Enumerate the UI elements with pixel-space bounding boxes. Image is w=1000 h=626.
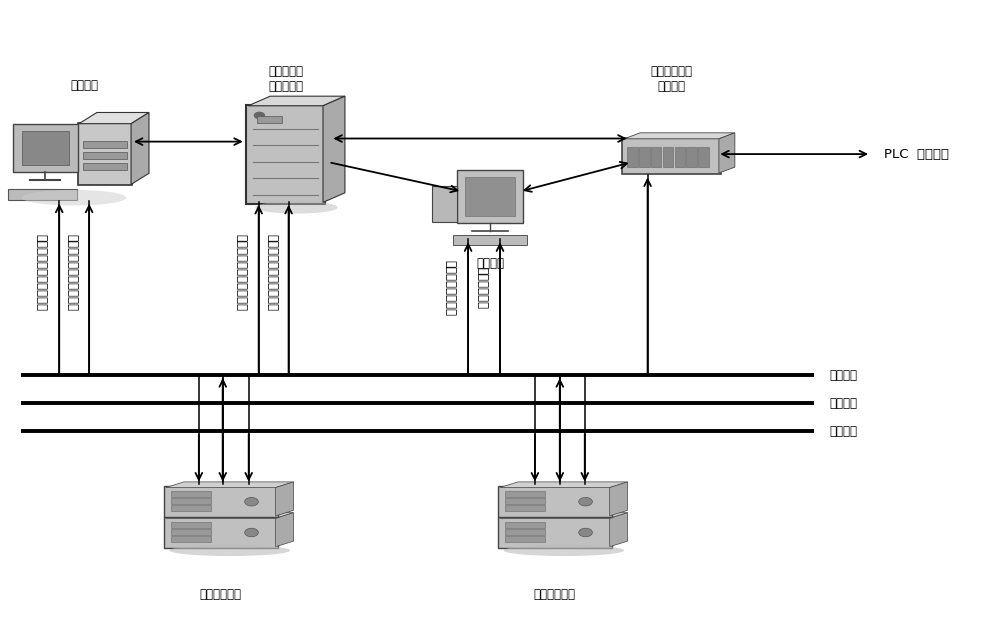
Text: 控制主站: 控制主站 <box>476 257 504 270</box>
FancyBboxPatch shape <box>639 146 650 167</box>
FancyBboxPatch shape <box>164 486 278 517</box>
Text: 背面检测从站: 背面检测从站 <box>534 588 576 601</box>
FancyBboxPatch shape <box>22 131 69 165</box>
FancyBboxPatch shape <box>83 163 127 170</box>
FancyBboxPatch shape <box>498 486 612 517</box>
Text: 信号同步控制
处理单元: 信号同步控制 处理单元 <box>651 65 693 93</box>
Ellipse shape <box>255 201 338 213</box>
FancyBboxPatch shape <box>83 151 127 159</box>
Text: 影像图像检测信息: 影像图像检测信息 <box>444 260 457 316</box>
FancyBboxPatch shape <box>257 116 282 123</box>
FancyBboxPatch shape <box>698 146 709 167</box>
Circle shape <box>254 112 264 118</box>
FancyBboxPatch shape <box>505 521 545 528</box>
Polygon shape <box>500 482 628 488</box>
FancyBboxPatch shape <box>164 517 278 548</box>
Text: 影像图像检测信息第二路: 影像图像检测信息第二路 <box>66 234 79 311</box>
Text: 号令信息传输: 号令信息传输 <box>476 267 489 309</box>
Circle shape <box>245 498 258 506</box>
FancyBboxPatch shape <box>686 146 697 167</box>
FancyBboxPatch shape <box>83 141 127 148</box>
Text: 显示主站: 显示主站 <box>70 79 98 92</box>
FancyBboxPatch shape <box>465 177 515 217</box>
FancyBboxPatch shape <box>453 235 527 245</box>
Polygon shape <box>323 96 345 202</box>
Text: 影像图像检测信息第一路: 影像图像检测信息第一路 <box>35 234 48 311</box>
Polygon shape <box>276 482 294 516</box>
Polygon shape <box>131 113 149 185</box>
Ellipse shape <box>503 545 624 556</box>
Polygon shape <box>166 513 294 518</box>
Text: 千兆网络: 千兆网络 <box>829 369 857 382</box>
FancyBboxPatch shape <box>171 529 211 535</box>
FancyBboxPatch shape <box>171 505 211 511</box>
Polygon shape <box>624 133 735 139</box>
FancyBboxPatch shape <box>498 517 612 548</box>
FancyBboxPatch shape <box>663 146 673 167</box>
FancyBboxPatch shape <box>505 536 545 542</box>
FancyBboxPatch shape <box>171 521 211 528</box>
Ellipse shape <box>169 545 290 556</box>
Polygon shape <box>248 96 345 106</box>
Text: 现场总线: 现场总线 <box>829 425 857 438</box>
FancyBboxPatch shape <box>627 146 638 167</box>
FancyBboxPatch shape <box>505 498 545 505</box>
FancyBboxPatch shape <box>8 189 77 200</box>
Text: 影像图像检测信息第二路: 影像图像检测信息第二路 <box>265 234 278 311</box>
FancyBboxPatch shape <box>171 491 211 497</box>
Text: 正面检测从站: 正面检测从站 <box>200 588 242 601</box>
Polygon shape <box>166 482 294 488</box>
FancyBboxPatch shape <box>457 170 523 223</box>
Polygon shape <box>79 113 149 124</box>
FancyBboxPatch shape <box>432 186 457 222</box>
FancyBboxPatch shape <box>622 138 721 174</box>
FancyBboxPatch shape <box>246 105 325 203</box>
Polygon shape <box>610 482 628 516</box>
FancyBboxPatch shape <box>651 146 661 167</box>
FancyBboxPatch shape <box>171 536 211 542</box>
Polygon shape <box>500 513 628 518</box>
FancyBboxPatch shape <box>171 498 211 505</box>
Text: 在线二次核
查工作主站: 在线二次核 查工作主站 <box>268 65 303 93</box>
Polygon shape <box>610 513 628 546</box>
Text: 千兆网络: 千兆网络 <box>829 397 857 410</box>
Circle shape <box>579 498 592 506</box>
FancyBboxPatch shape <box>505 529 545 535</box>
Text: PLC  实现分仓: PLC 实现分仓 <box>884 148 949 161</box>
FancyBboxPatch shape <box>505 491 545 497</box>
Polygon shape <box>276 513 294 546</box>
Circle shape <box>245 528 258 536</box>
Circle shape <box>579 528 592 536</box>
FancyBboxPatch shape <box>675 146 685 167</box>
Polygon shape <box>719 133 735 173</box>
FancyBboxPatch shape <box>13 124 78 172</box>
Ellipse shape <box>22 190 126 205</box>
Text: 影像图像检测信息第一路: 影像图像检测信息第一路 <box>234 234 247 311</box>
FancyBboxPatch shape <box>505 505 545 511</box>
FancyBboxPatch shape <box>78 123 132 185</box>
